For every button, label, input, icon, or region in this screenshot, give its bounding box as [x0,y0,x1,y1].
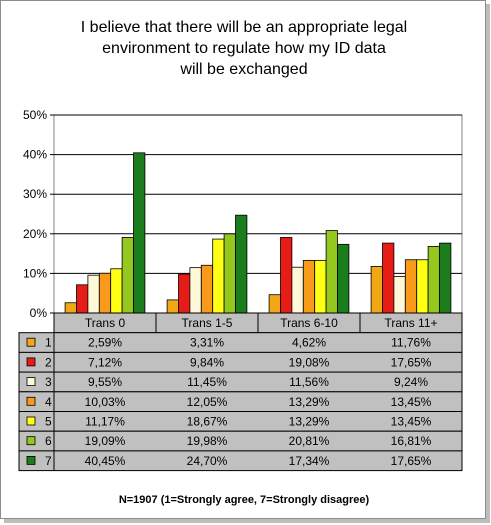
bar [98,272,112,314]
data-label: 11,56% [289,375,329,389]
category-label: Trans 6-10 [280,316,338,330]
bar [178,273,191,314]
data-label: 9,24% [394,375,428,389]
data-label: 11,76% [391,336,431,350]
bar [64,302,77,314]
legend-swatch [26,396,36,406]
bar [76,284,89,314]
bar [439,242,452,314]
legend-label: 1 [45,336,52,350]
data-label: 4,62% [292,336,326,350]
data-label: 10,03% [85,395,126,409]
data-label: 13,29% [289,415,330,429]
legend-swatch [26,436,36,446]
category-label: Trans 1-5 [182,316,233,330]
data-label: 20,81% [289,434,330,448]
legend-label: 2 [45,355,52,369]
data-label: 9,55% [88,375,122,389]
y-tick-label: 40% [23,148,47,162]
legend-swatch [26,416,36,426]
bar [189,267,202,314]
bar [370,266,383,314]
bar [302,259,316,314]
data-label: 17,34% [289,454,330,468]
bar [223,233,236,314]
legend-label: 7 [45,454,52,468]
legend-label: 5 [45,415,52,429]
data-label: 9,84% [190,355,224,369]
y-tick-label: 50% [23,108,47,122]
data-label: 19,08% [289,355,330,369]
y-tick-label: 20% [23,227,47,241]
data-label: 2,59% [88,336,122,350]
chart-footnote: N=1907 (1=Strongly agree, 7=Strongly dis… [118,494,370,506]
data-label: 11,45% [187,375,227,389]
y-tick-label: 30% [23,187,47,201]
data-label: 24,70% [187,454,228,468]
legend-label: 3 [45,375,52,389]
data-label: 12,05% [187,395,228,409]
bar [110,268,123,314]
y-tick-label: 10% [23,266,47,280]
bar [280,237,293,314]
category-label: Trans 11+ [384,316,437,330]
data-label: 17,65% [391,355,432,369]
data-label: 16,81% [391,434,432,448]
data-label: 13,45% [391,415,432,429]
bar [416,259,429,314]
bar-chart: 0% 10% 20% 30% 40% 50% Trans 0 Trans 1-5 Trans 6… [18,108,463,472]
legend-swatch [26,455,36,465]
data-label: 7,12% [88,355,122,369]
bar [268,294,281,314]
bar [235,214,248,314]
bar [314,259,327,314]
legend-swatch [26,377,36,387]
data-label: 13,45% [391,395,432,409]
legend-label: 4 [45,395,52,409]
data-label: 19,09% [85,434,126,448]
chart-frame: I believe that there will be an appropri… [0,0,486,519]
bar [121,237,134,314]
y-tick-label: 0% [30,306,48,320]
data-label: 40,45% [85,454,126,468]
bar [166,299,179,314]
chart-title-line-2: environment to regulate how my ID data [102,40,386,57]
bar [200,264,214,314]
bar [291,266,304,314]
chart-title: I believe that there will be an appropri… [11,17,477,80]
bar [337,243,350,314]
bar [404,259,418,314]
bar [393,276,406,314]
bar [87,274,100,314]
bar [212,238,225,314]
data-label: 17,65% [391,454,432,468]
data-label: 11,17% [85,415,125,429]
data-label: 3,31% [190,336,224,350]
data-label: 19,98% [187,434,228,448]
data-label: 13,29% [289,395,330,409]
chart-title-line-1: I believe that there will be an appropri… [80,19,408,36]
legend-swatch [26,357,36,367]
bar [382,242,395,314]
bar [325,230,338,314]
category-label: Trans 0 [85,316,126,330]
bar [427,246,440,314]
chart-title-line-3: will be exchanged [180,61,308,78]
data-label: 18,67% [187,415,228,429]
legend-swatch [26,337,36,347]
bar [133,152,146,314]
legend-label: 6 [45,434,52,448]
